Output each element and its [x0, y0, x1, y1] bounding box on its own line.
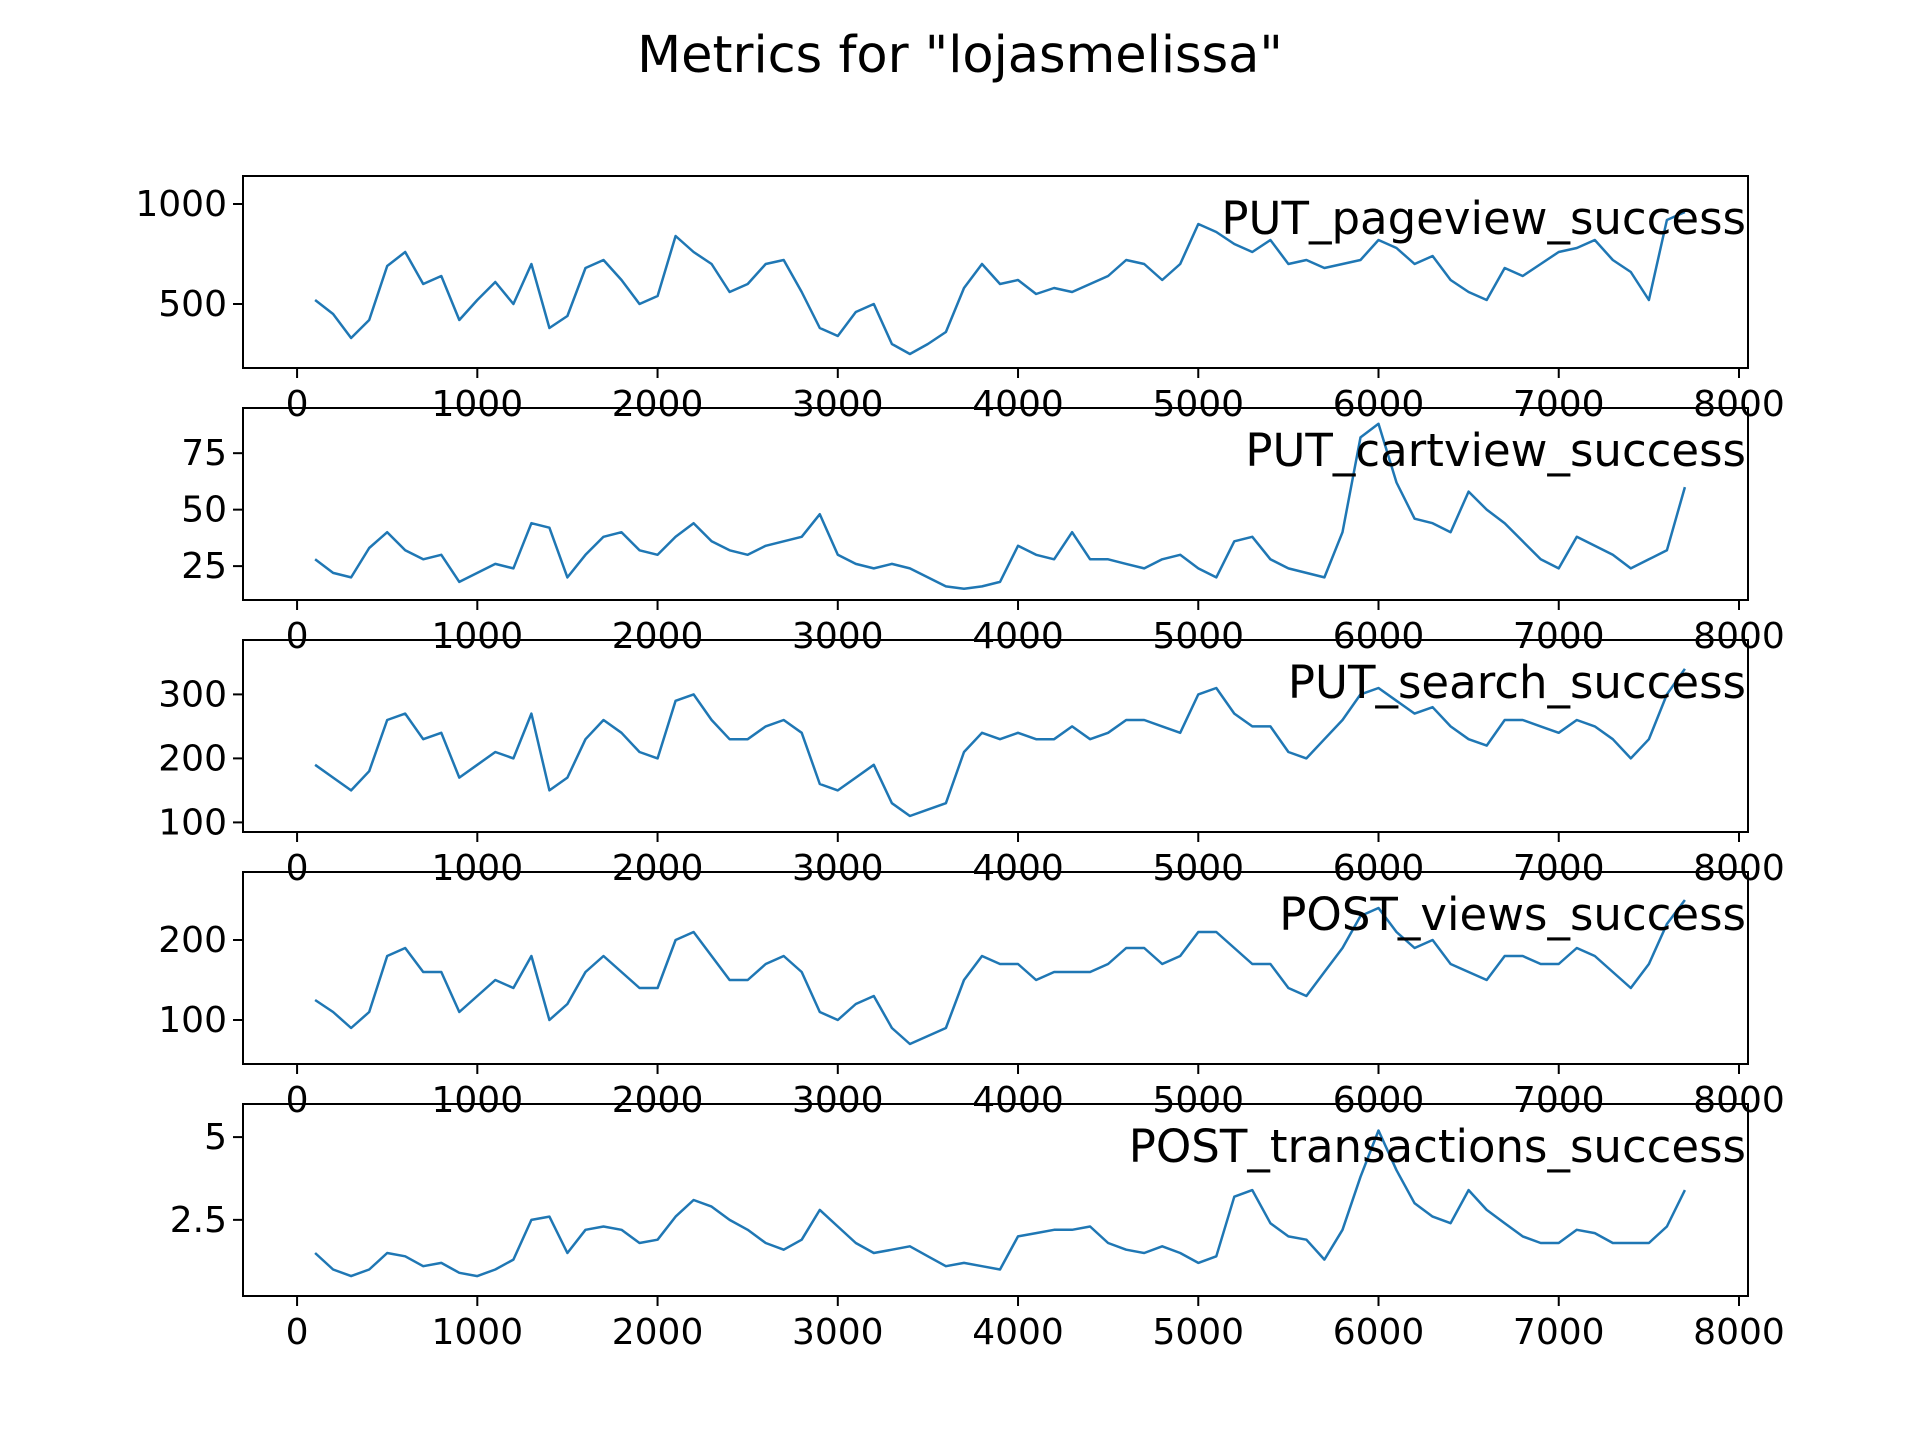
- x-tick-label: 8000: [1693, 616, 1785, 657]
- x-tick-label: 0: [286, 384, 309, 425]
- axes-frame: [242, 175, 1749, 369]
- x-tick-label: 5000: [1152, 384, 1244, 425]
- x-tick-label: 2000: [612, 1080, 704, 1121]
- panel-title: POST_views_success: [1279, 888, 1746, 941]
- x-tick-label: 4000: [972, 1312, 1064, 1353]
- axes-frame: [242, 1103, 1749, 1297]
- y-tick-label: 25: [181, 546, 227, 587]
- y-tick-label: 200: [158, 738, 227, 779]
- x-tick-label: 3000: [792, 384, 884, 425]
- x-tick-label: 0: [286, 616, 309, 657]
- x-tick-label: 4000: [972, 384, 1064, 425]
- subplots: 0 1000 2000 3000 4000 5000 6000 7000 80005001000…: [135, 175, 1785, 1353]
- x-tick-label: 5000: [1152, 616, 1244, 657]
- subplot-5: 0 1000 2000 3000 4000 5000 6000 7000 8000 2.5 5 POS…: [170, 1103, 1785, 1353]
- x-tick-label: 3000: [792, 616, 884, 657]
- y-tick-label: 50: [181, 490, 227, 531]
- x-tick-label: 4000: [972, 848, 1064, 889]
- x-tick-label: 5000: [1152, 1312, 1244, 1353]
- y-tick-label: 75: [181, 433, 227, 474]
- series-line: [314, 668, 1686, 818]
- panel-title: POST_transactions_success: [1129, 1120, 1746, 1173]
- x-tick-label: 1000: [431, 848, 523, 889]
- x-tick-label: 3000: [792, 1080, 884, 1121]
- series-line: [314, 210, 1686, 356]
- x-tick-label: 0: [286, 1080, 309, 1121]
- x-tick-label: 2000: [612, 616, 704, 657]
- x-tick-label: 8000: [1693, 1080, 1785, 1121]
- x-tick-label: 6000: [1333, 616, 1425, 657]
- y-tick-label: 2.5: [170, 1200, 227, 1241]
- x-tick-label: 3000: [792, 848, 884, 889]
- figure-title: Metrics for "lojasmelissa": [637, 26, 1283, 85]
- series-line: [314, 899, 1686, 1046]
- x-tick-label: 2000: [612, 848, 704, 889]
- y-tick-label: 100: [158, 1000, 227, 1041]
- panel-title: PUT_pageview_success: [1221, 192, 1746, 245]
- x-tick-label: 2000: [612, 1312, 704, 1353]
- subplot-4: 0 1000 2000 3000 4000 5000 6000 7000 8000 100 200 P…: [158, 871, 1785, 1121]
- x-tick-label: 8000: [1693, 384, 1785, 425]
- axes-frame: [242, 407, 1749, 601]
- series-line: [314, 422, 1687, 590]
- x-tick-label: 8000: [1693, 1312, 1785, 1353]
- x-tick-label: 7000: [1513, 1312, 1605, 1353]
- x-tick-label: 5000: [1152, 1080, 1244, 1121]
- x-tick-label: 6000: [1333, 384, 1425, 425]
- x-tick-label: 1000: [431, 1080, 523, 1121]
- x-tick-label: 6000: [1333, 1080, 1425, 1121]
- x-tick-label: 4000: [972, 616, 1064, 657]
- x-tick-label: 0: [286, 848, 309, 889]
- series-line: [314, 1129, 1687, 1278]
- x-tick-label: 1000: [431, 1312, 523, 1353]
- subplot-1: 0 1000 2000 3000 4000 5000 6000 7000 8000 500 1000…: [135, 175, 1785, 425]
- panel-title: PUT_search_success: [1288, 656, 1746, 709]
- x-tick-label: 1000: [431, 384, 523, 425]
- axes-frame: [242, 639, 1749, 833]
- y-tick-label: 5: [204, 1117, 227, 1158]
- y-tick-label: 300: [158, 674, 227, 715]
- x-tick-label: 6000: [1333, 1312, 1425, 1353]
- x-tick-label: 7000: [1513, 384, 1605, 425]
- subplot-2: 0 1000 2000 3000 4000 5000 6000 7000 8000 25 50 75 P…: [181, 407, 1785, 657]
- x-tick-label: 7000: [1513, 848, 1605, 889]
- x-tick-label: 2000: [612, 384, 704, 425]
- x-tick-label: 8000: [1693, 848, 1785, 889]
- subplot-3: 0 1000 2000 3000 4000 5000 6000 7000 8000 100 200 3…: [158, 639, 1785, 889]
- x-tick-label: 5000: [1152, 848, 1244, 889]
- x-tick-label: 4000: [972, 1080, 1064, 1121]
- y-tick-label: 200: [158, 920, 227, 961]
- x-tick-label: 6000: [1333, 848, 1425, 889]
- x-tick-label: 1000: [431, 616, 523, 657]
- panel-title: PUT_cartview_success: [1245, 424, 1746, 477]
- y-tick-label: 1000: [135, 184, 227, 225]
- x-tick-label: 7000: [1513, 1080, 1605, 1121]
- x-tick-label: 0: [286, 1312, 309, 1353]
- y-tick-label: 500: [158, 284, 227, 325]
- y-tick-label: 100: [158, 802, 227, 843]
- axes-frame: [242, 871, 1749, 1065]
- x-tick-label: 7000: [1513, 616, 1605, 657]
- x-tick-label: 3000: [792, 1312, 884, 1353]
